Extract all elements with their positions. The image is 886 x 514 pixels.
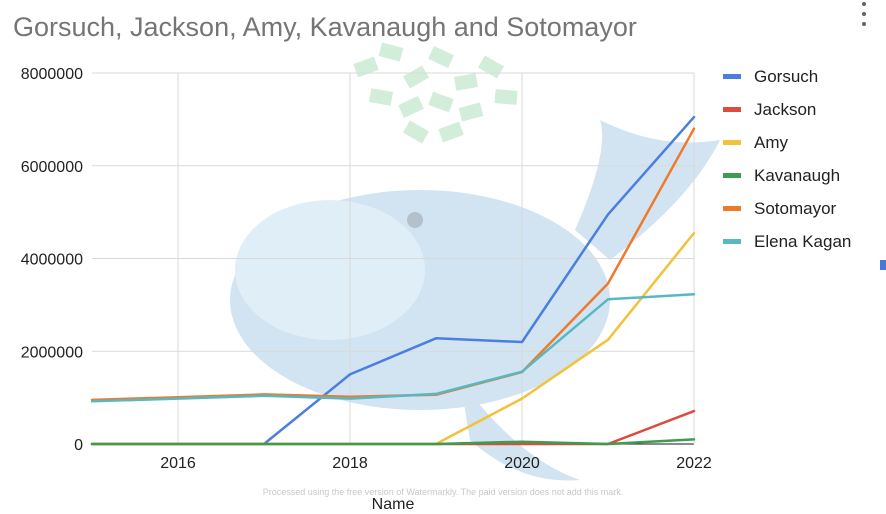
- y-axis-ticks: 0 2000000 4000000 6000000 8000000: [21, 66, 83, 454]
- legend-label: Amy: [754, 132, 788, 152]
- x-axis-label: Name: [371, 496, 415, 513]
- legend-label: Jackson: [754, 99, 817, 119]
- legend-swatch: [723, 74, 741, 79]
- legend-item[interactable]: Amy: [723, 126, 851, 159]
- whale-watermark: [230, 42, 720, 481]
- legend-swatch: [723, 239, 741, 244]
- x-axis-ticks: 2016 2018 2020 2022: [160, 455, 712, 472]
- y-tick-label: 2000000: [21, 344, 83, 361]
- legend-item[interactable]: Gorsuch: [723, 60, 851, 93]
- y-tick-label: 0: [74, 437, 83, 454]
- legend-swatch: [723, 107, 741, 112]
- chart-title: Gorsuch, Jackson, Amy, Kavanaugh and Sot…: [13, 12, 637, 42]
- legend-swatch: [723, 173, 741, 178]
- series-lines: [90, 115, 696, 446]
- legend-label: Sotomayor: [754, 198, 837, 218]
- y-tick-label: 8000000: [21, 66, 83, 83]
- legend-label: Elena Kagan: [754, 231, 852, 251]
- x-tick-label: 2018: [332, 455, 368, 472]
- series-line-jackson: [90, 409, 696, 446]
- series-line-kavanaugh: [90, 438, 696, 446]
- series-line-elena-kagan: [90, 292, 696, 403]
- x-tick-label: 2016: [160, 455, 196, 472]
- chart-legend: Gorsuch Jackson Amy Kavanaugh Sotomayor Elena…: [723, 60, 851, 258]
- y-tick-label: 4000000: [21, 252, 83, 269]
- legend-swatch: [723, 206, 741, 211]
- legend-item[interactable]: Sotomayor: [723, 192, 851, 225]
- resize-handle[interactable]: [880, 260, 886, 270]
- legend-item[interactable]: Elena Kagan: [723, 225, 851, 258]
- legend-item[interactable]: Kavanaugh: [723, 159, 851, 192]
- legend-item[interactable]: Jackson: [723, 93, 851, 126]
- more-options-icon[interactable]: [858, 0, 870, 26]
- legend-label: Gorsuch: [754, 66, 819, 86]
- x-tick-label: 2022: [676, 455, 712, 472]
- y-tick-label: 6000000: [21, 159, 83, 176]
- x-tick-label: 2020: [504, 455, 540, 472]
- legend-swatch: [723, 140, 741, 145]
- watermark-text: Processed using the free version of Wate…: [262, 487, 624, 497]
- legend-label: Kavanaugh: [754, 165, 841, 185]
